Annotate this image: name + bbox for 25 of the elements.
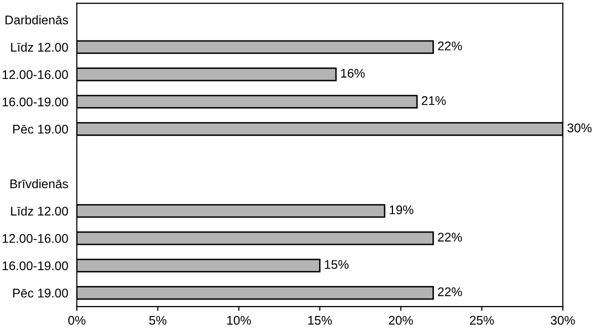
data-label: 19%: [390, 205, 414, 214]
y-tick-label: 16.00-19.00: [2, 97, 68, 106]
data-label: 22%: [438, 232, 462, 242]
y-tick-label: Pēc 19.00: [13, 124, 68, 134]
data-label: 22%: [438, 42, 462, 50]
y-tick-label: Līdz 12.00: [11, 206, 68, 216]
y-tick-label: 16.00-19.00: [2, 261, 68, 270]
data-label: 16%: [341, 68, 365, 78]
x-tick-label: 10%: [227, 316, 251, 325]
y-tick-label: Līdz 12.00: [11, 42, 68, 52]
x-tick-label: 15%: [308, 316, 332, 325]
data-label: 22%: [438, 287, 462, 296]
x-tick-label: 30%: [550, 316, 575, 325]
y-tick-label: 12.00-16.00: [2, 234, 68, 243]
y-tick-label: Darbdienās: [6, 15, 68, 24]
y-tick-label: Brīvdienās: [10, 179, 68, 188]
data-label: 15%: [324, 260, 349, 269]
x-tick-label: 20%: [388, 316, 413, 325]
x-tick-label: 5%: [149, 316, 166, 325]
data-label: 21%: [422, 96, 446, 105]
x-tick-label: 0%: [68, 316, 86, 325]
data-label: 30%: [567, 123, 592, 132]
x-tick-label: 25%: [470, 316, 494, 325]
y-tick-label: Pēc 19.00: [13, 288, 68, 298]
y-tick-label: 12.00-16.00: [2, 70, 68, 80]
